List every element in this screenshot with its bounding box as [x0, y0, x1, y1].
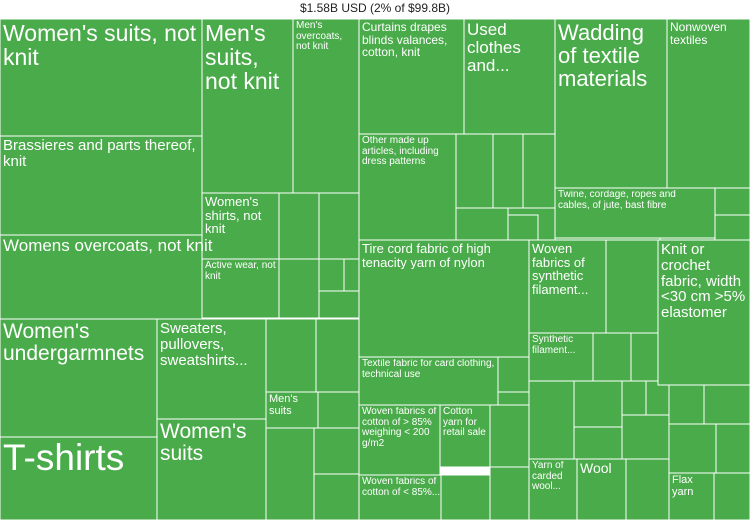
treemap-tile-unlabeled[interactable] [278, 192, 320, 260]
treemap-tile-mens-suits[interactable] [265, 391, 319, 429]
treemap-tile-unlabeled[interactable] [318, 258, 345, 292]
treemap-tile-unlabeled[interactable] [489, 466, 530, 520]
treemap-tile-unlabeled[interactable] [440, 474, 491, 520]
treemap-tile-twine[interactable] [554, 187, 716, 239]
treemap-tile-unlabeled[interactable] [668, 384, 705, 425]
treemap-tile-unlabeled[interactable] [528, 380, 575, 460]
treemap-tile-unlabeled[interactable] [492, 133, 524, 209]
treemap-tile-womens-undergarments[interactable] [0, 318, 158, 438]
treemap-tile-unlabeled[interactable] [630, 332, 659, 382]
treemap-tile-unlabeled[interactable] [713, 472, 750, 520]
treemap-tile-used-clothes[interactable] [463, 19, 556, 135]
treemap-tile-unlabeled[interactable] [625, 458, 670, 520]
treemap-tile-woven-synthetic[interactable] [528, 239, 607, 334]
treemap-tile-unlabeled[interactable] [343, 258, 360, 292]
treemap-tile-yarn-carded-wool[interactable] [528, 458, 578, 520]
treemap-tile-woven-cotton-85[interactable] [358, 404, 441, 476]
treemap-tile-tire-cord[interactable] [358, 239, 530, 358]
treemap-tile-curtains[interactable] [358, 19, 465, 135]
treemap-tile-other-made-up[interactable] [358, 133, 457, 241]
treemap-tile-textile-card-clothing[interactable] [358, 356, 499, 406]
treemap-tile-unlabeled[interactable] [313, 473, 360, 520]
treemap-tile-unlabeled[interactable] [592, 332, 632, 382]
treemap-tile-unlabeled[interactable] [573, 426, 623, 460]
treemap [0, 19, 750, 520]
treemap-tile-unlabeled[interactable] [455, 207, 509, 241]
treemap-tile-unlabeled[interactable] [605, 239, 659, 334]
treemap-tile-nonwoven[interactable] [666, 19, 750, 189]
treemap-tile-woven-cotton-lt85[interactable] [358, 474, 442, 520]
treemap-tile-wool[interactable] [576, 458, 627, 520]
treemap-tile-active-wear[interactable] [201, 258, 280, 319]
treemap-tile-unlabeled[interactable] [318, 192, 360, 260]
treemap-tile-knit-crochet[interactable] [657, 239, 750, 386]
treemap-tile-unlabeled[interactable] [313, 427, 360, 475]
treemap-tile-unlabeled[interactable] [714, 187, 750, 216]
treemap-tile-unlabeled[interactable] [715, 423, 750, 474]
treemap-tile-womens-suits[interactable] [156, 418, 267, 520]
treemap-tile-unlabeled[interactable] [703, 384, 750, 425]
treemap-tile-womens-overcoats[interactable] [0, 234, 203, 320]
treemap-tile-cotton-yarn[interactable] [439, 404, 491, 468]
treemap-tile-unlabeled[interactable] [522, 133, 556, 209]
treemap-tile-unlabeled[interactable] [645, 380, 670, 416]
chart-title: $1.58B USD (2% of $99.8B) [299, 1, 451, 15]
treemap-tile-brassieres[interactable] [0, 135, 203, 236]
treemap-tile-mens-suits-not-knit[interactable] [201, 19, 294, 194]
treemap-tile-unlabeled[interactable] [265, 318, 317, 393]
treemap-tile-unlabeled[interactable] [489, 404, 530, 468]
treemap-tile-t-shirts[interactable] [0, 436, 158, 520]
treemap-tile-unlabeled[interactable] [507, 214, 539, 241]
treemap-tile-unlabeled[interactable] [278, 258, 320, 319]
treemap-tile-unlabeled[interactable] [455, 133, 494, 209]
treemap-tile-unlabeled[interactable] [318, 290, 360, 319]
treemap-tile-sweaters[interactable] [156, 318, 267, 420]
treemap-tile-unlabeled[interactable] [497, 356, 530, 393]
treemap-tile-unlabeled[interactable] [714, 214, 750, 241]
treemap-tile-unlabeled[interactable] [497, 391, 530, 406]
treemap-tile-unlabeled[interactable] [621, 380, 647, 416]
treemap-tile-flax-yarn[interactable] [668, 472, 715, 520]
treemap-tile-unlabeled[interactable] [315, 318, 360, 393]
treemap-tile-womens-shirts[interactable] [201, 192, 280, 260]
treemap-tile-womens-suits-knit[interactable] [0, 19, 203, 137]
treemap-tile-wadding[interactable] [554, 19, 668, 189]
treemap-tile-mens-overcoats[interactable] [292, 19, 360, 194]
treemap-tile-unlabeled[interactable] [573, 380, 623, 428]
treemap-tile-unlabeled[interactable] [621, 414, 670, 460]
treemap-tile-synthetic-filament[interactable] [528, 332, 594, 382]
treemap-tile-unlabeled[interactable] [265, 427, 315, 520]
treemap-tile-unlabeled[interactable] [317, 391, 360, 429]
treemap-tile-unlabeled[interactable] [668, 423, 717, 474]
